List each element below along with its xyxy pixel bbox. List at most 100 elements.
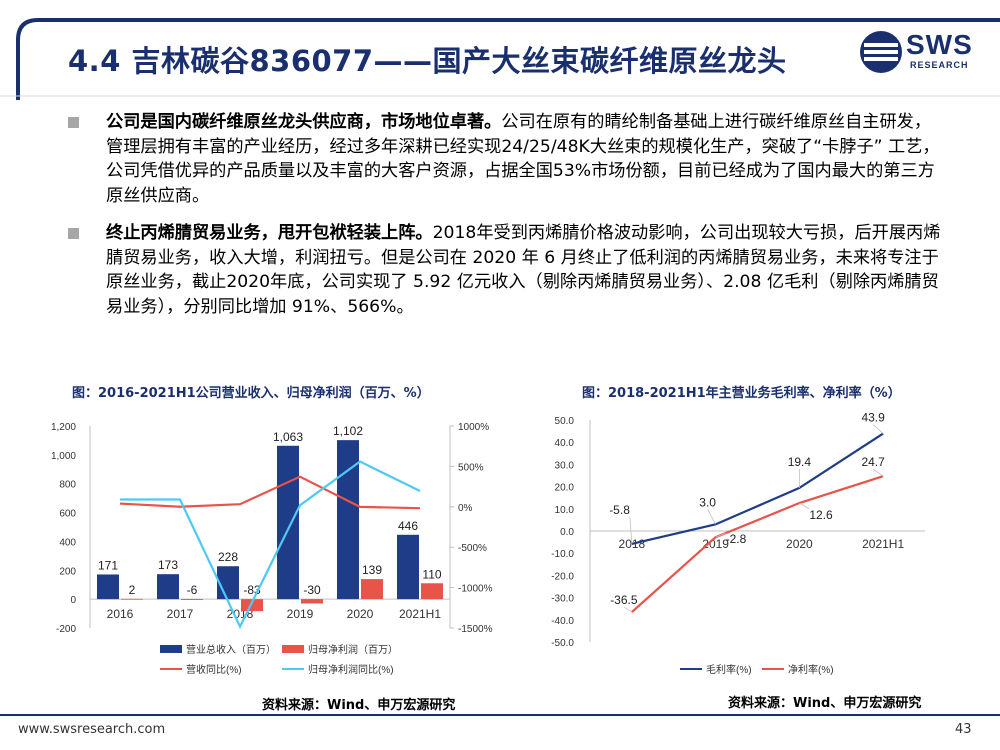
logo-icon (860, 31, 902, 73)
bullet-item: 公司是国内碳纤维原丝龙头供应商，市场地位卓著。公司在原有的睛纶制备基础上进行碳纤… (66, 110, 946, 208)
legend-swatch (282, 645, 304, 653)
revenue-bar (397, 534, 419, 600)
legend-label: 营业总收入（百万） (186, 643, 276, 656)
revenue-bar-label: 446 (398, 519, 418, 533)
bullet-square-icon (68, 228, 79, 239)
bullet-heading: 公司是国内碳纤维原丝龙头供应商，市场地位卓著。 (106, 112, 502, 132)
legend-label: 归母净利润（百万） (308, 643, 398, 656)
y-tick-label: 10.0 (555, 505, 575, 516)
net-profit-yoy-line (120, 460, 421, 630)
y-tick-label: -20.0 (551, 571, 574, 582)
left-chart-title: 图：2016-2021H1公司营业收入、归母净利润（百万、%） (72, 386, 430, 401)
bullet-item: 终止丙烯腈贸易业务，甩开包袱轻装上阵。2018年受到丙烯腈价格波动影响，公司出现… (66, 221, 946, 319)
legend-label: 毛利率(%) (706, 663, 752, 676)
left-y-tick-label: 0 (70, 595, 76, 606)
revenue-bar (277, 445, 299, 600)
gross-margin-data-label: -5.8 (609, 503, 630, 517)
gross-margin-leader-line (872, 424, 884, 434)
net-profit-bar (301, 599, 323, 604)
net-profit-bar (121, 598, 143, 600)
x-tick-label: 2020 (786, 537, 813, 551)
left-y-tick-label: 600 (59, 509, 76, 520)
right-y-tick-label: -500% (458, 543, 487, 554)
bullet-list: 公司是国内碳纤维原丝龙头供应商，市场地位卓著。公司在原有的睛纶制备基础上进行碳纤… (66, 110, 946, 332)
net-margin-data-label: -36.5 (610, 593, 638, 607)
x-tick-label: 2016 (107, 607, 134, 621)
footer-url: www.swsresearch.com (18, 722, 166, 737)
page-number: 43 (955, 722, 972, 737)
bullet-heading: 终止丙烯腈贸易业务，甩开包袱轻装上阵。 (106, 223, 433, 243)
legend-label: 净利率(%) (788, 663, 834, 676)
header: 4.4 吉林碳谷836077——国产大丝束碳纤维原丝龙头 SWS RESEARC… (0, 0, 1000, 100)
margin-chart: -50.0 -40.0 -30.0 -20.0 -10.0 0.0 10.0 20.0 30.0… (551, 411, 925, 676)
revenue-bar-label: 173 (158, 558, 178, 572)
legend-label: 归母净利润同比(%) (308, 663, 394, 676)
x-tick-label: 2019 (702, 537, 729, 551)
left-y-tick-label: 400 (59, 537, 76, 548)
right-chart-title: 图：2018-2021H1年主营业务毛利率、净利率（%） (582, 386, 901, 401)
bullet-text: 2018年受到丙烯腈价格波动影响，公司出现较大亏损，后开展丙烯腈贸易业务，收入大… (106, 223, 941, 317)
x-tick-label: 2017 (167, 607, 194, 621)
revenue-bar-label: 228 (218, 550, 238, 564)
right-y-tick-label: 0% (458, 503, 473, 514)
left-y-tick-label: 200 (59, 566, 76, 577)
net-profit-bar-label: 110 (422, 567, 441, 581)
left-y-tick-label: -200 (56, 624, 76, 635)
net-profit-bar-label: -30 (303, 583, 321, 597)
gross-margin-data-label: 43.9 (861, 411, 885, 425)
y-tick-label: -50.0 (551, 638, 574, 649)
legend-label: 营收同比(%) (186, 663, 242, 676)
footer-divider (0, 714, 1000, 716)
bullet-square-icon (68, 117, 79, 128)
logo-text: SWS (906, 29, 973, 60)
y-tick-label: 50.0 (555, 416, 575, 427)
left-y-tick-label: 1,000 (51, 451, 76, 462)
bullet-text: 公司在原有的睛纶制备基础上进行碳纤维原丝自主研发，管理层拥有丰富的产业经历，经过… (106, 112, 940, 206)
y-tick-label: -40.0 (551, 616, 574, 627)
revenue-bar (157, 574, 179, 600)
logo-subtext: RESEARCH (910, 60, 969, 70)
net-margin-leader-line (715, 532, 726, 538)
x-tick-label: 2020 (347, 607, 374, 621)
net-profit-bar (241, 599, 263, 612)
right-y-tick-label: 500% (458, 462, 484, 473)
revenue-bar-label: 1,102 (333, 424, 363, 438)
y-tick-label: 30.0 (555, 460, 575, 471)
page-title: 4.4 吉林碳谷836077——国产大丝束碳纤维原丝龙头 (68, 44, 787, 78)
revenue-bar (97, 574, 119, 600)
revenue-bar-label: 171 (98, 558, 118, 572)
gross-margin-line (631, 432, 884, 545)
left-y-tick-label: 800 (59, 480, 76, 491)
right-y-tick-label: -1000% (458, 584, 493, 595)
net-margin-data-label: 12.6 (809, 508, 833, 522)
right-y-tick-label: -1500% (458, 624, 493, 635)
net-margin-line (631, 475, 884, 613)
x-tick-label: 2019 (287, 607, 314, 621)
net-profit-bar (361, 579, 383, 600)
right-chart-source: 资料来源：Wind、申万宏源研究 (728, 696, 922, 711)
gross-margin-leader-line (707, 509, 716, 525)
gross-margin-data-label: 3.0 (699, 495, 716, 509)
net-margin-leader-line (872, 468, 884, 477)
net-profit-bar (181, 599, 203, 601)
left-chart-source: 资料来源：Wind、申万宏源研究 (262, 698, 456, 713)
net-profit-bar-label: 2 (129, 583, 136, 597)
net-margin-leader-line (799, 502, 810, 510)
x-tick-label: 2021H1 (862, 537, 904, 551)
sws-logo: SWS RESEARCH (858, 27, 978, 77)
right-y-tick-label: 1000% (458, 422, 489, 433)
left-y-tick-label: 1,200 (51, 422, 76, 433)
y-tick-label: 20.0 (555, 483, 575, 494)
revenue-yoy-line (119, 475, 421, 510)
net-margin-leader-line (623, 606, 633, 613)
net-profit-bar-label: -6 (187, 583, 198, 597)
revenue-profit-chart: -200 0 200 400 600 800 1,000 1,200 -1500% -1000% -… (51, 422, 493, 676)
net-profit-bar-label: 139 (362, 563, 382, 577)
y-tick-label: -30.0 (551, 594, 574, 605)
legend-swatch (160, 645, 182, 653)
net-margin-data-label: 24.7 (861, 455, 885, 469)
y-tick-label: 0.0 (560, 527, 574, 538)
net-margin-data-label: -2.8 (726, 532, 747, 546)
y-tick-label: 40.0 (555, 438, 575, 449)
x-tick-label: 2021H1 (399, 607, 441, 621)
